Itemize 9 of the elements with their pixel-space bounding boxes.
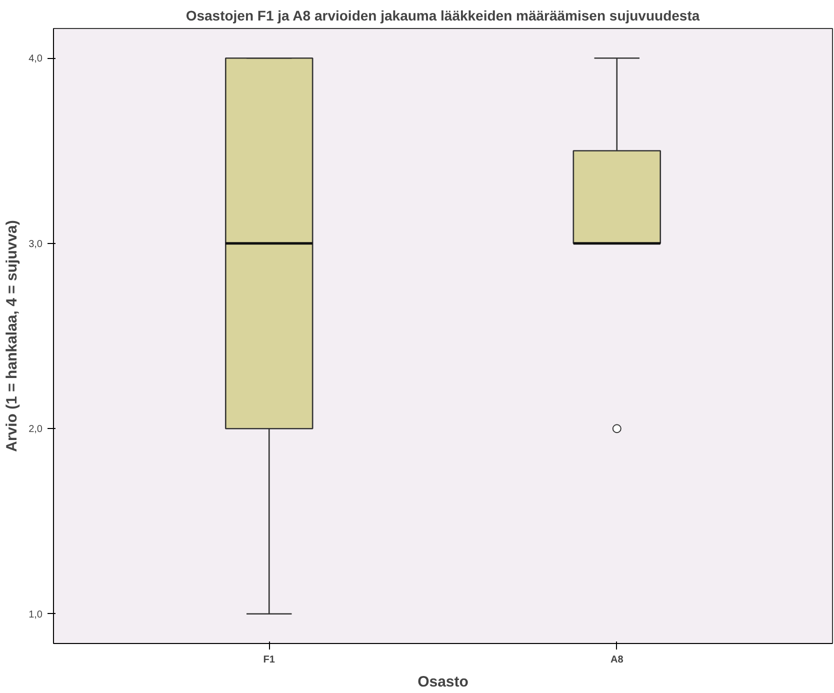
x-tick-label: F1 <box>263 654 276 666</box>
chart-title: Osastojen F1 ja A8 arvioiden jakauma lääkkeiden määräämisen sujuvuudesta <box>186 8 700 24</box>
x-tick-label: A8 <box>610 654 624 666</box>
y-tick-label: 1,0 <box>28 609 43 620</box>
x-axis-title: Osasto <box>418 674 468 690</box>
y-tick-label: 3,0 <box>28 238 43 250</box>
y-tick-label: 2,0 <box>28 424 43 436</box>
y-tick-label: 4,0 <box>28 54 43 65</box>
y-axis-title: Arvio (1 = hankalaa, 4 = sujuvva) <box>4 220 21 452</box>
